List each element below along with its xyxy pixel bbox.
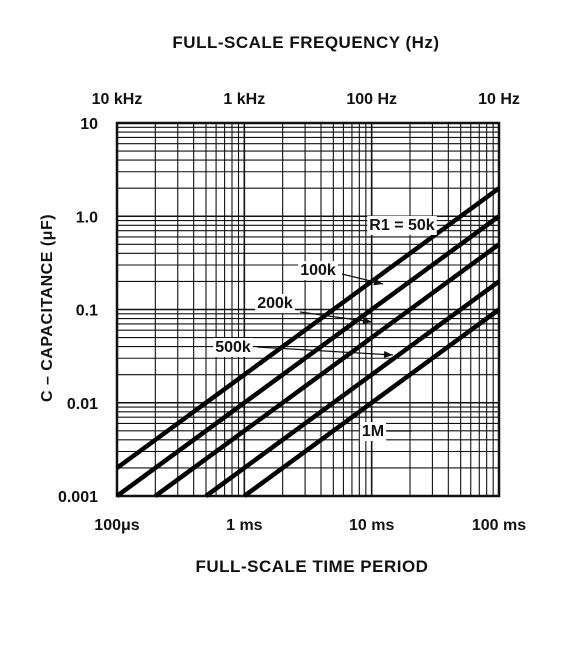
x-axis-label: FULL-SCALE TIME PERIOD (196, 557, 429, 576)
x-tick-label: 100μs (94, 517, 139, 534)
top-tick-labels: 10 kHz 1 kHz 100 Hz 10 Hz (92, 91, 520, 108)
y-axis-label: C – CAPACITANCE (μF) (39, 214, 56, 402)
chart-title: FULL-SCALE FREQUENCY (Hz) (172, 33, 439, 52)
series-label: 100k (300, 262, 336, 279)
series-label: 200k (257, 295, 293, 312)
y-tick-label: 0.001 (58, 489, 98, 506)
series-label: R1 = 50k (369, 217, 434, 234)
grid-lines (117, 123, 499, 496)
series-line (204, 279, 501, 498)
x-tick-label: 100 ms (472, 517, 526, 534)
series-labels: R1 = 50k 100k 200k 500k 1M (213, 216, 437, 441)
series-line (154, 242, 501, 498)
top-tick-label: 10 kHz (92, 91, 143, 108)
series-label: 500k (215, 339, 251, 356)
series-line (115, 214, 501, 498)
top-tick-label: 1 kHz (223, 91, 265, 108)
series-label-arrowhead (362, 317, 372, 325)
top-tick-label: 100 Hz (346, 91, 397, 108)
series-label-background (255, 294, 295, 313)
y-tick-label: 0.01 (67, 396, 98, 413)
x-tick-label: 10 ms (349, 517, 394, 534)
y-tick-label: 0.1 (76, 303, 98, 320)
series-label-background (298, 261, 338, 280)
series-label-leader (299, 311, 373, 323)
y-tick-label: 1.0 (76, 209, 98, 226)
series-label-arrowhead (373, 278, 383, 286)
series-label-background (359, 422, 387, 441)
series-label: 1M (362, 423, 384, 440)
series-line (243, 307, 501, 498)
y-tick-label: 10 (80, 116, 98, 133)
x-tick-labels: 100μs 1 ms 10 ms 100 ms (94, 517, 526, 534)
series-lines (115, 186, 501, 498)
series-label-background (213, 338, 253, 357)
series-label-arrowhead (383, 350, 393, 358)
y-tick-labels: 0.001 0.01 0.1 1.0 10 (58, 116, 98, 506)
series-line (115, 186, 501, 470)
x-tick-label: 1 ms (226, 517, 263, 534)
series-label-leader (256, 346, 394, 356)
top-tick-label: 10 Hz (478, 91, 520, 108)
series-label-background (367, 216, 437, 235)
